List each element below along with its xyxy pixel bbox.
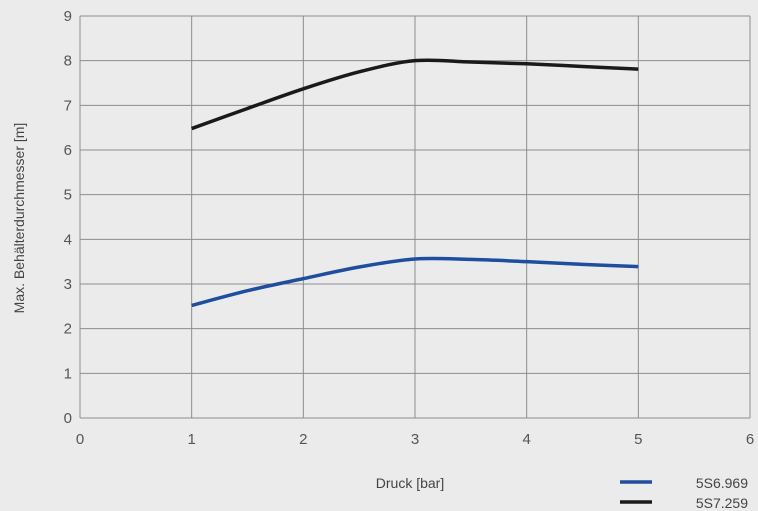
x-tick-label: 3 [411, 431, 419, 448]
y-tick-label: 7 [64, 97, 72, 114]
x-axis-label: Druck [bar] [376, 475, 444, 491]
legend: 5S6.969 5S7.259 [620, 475, 748, 511]
x-tick-label: 4 [522, 431, 530, 448]
x-tick-label: 6 [746, 431, 754, 448]
y-tick-label: 3 [64, 276, 72, 293]
y-tick-label: 8 [64, 53, 72, 70]
x-tick-label: 5 [634, 431, 642, 448]
legend-label-5s7259: 5S7.259 [696, 495, 748, 511]
series-line-0 [191, 256, 639, 308]
series-line-1 [191, 58, 639, 131]
y-tick-label: 5 [64, 187, 72, 204]
y-tick-label: 6 [64, 142, 72, 159]
grid-lines [79, 15, 751, 419]
y-tick-label: 0 [64, 410, 72, 427]
y-tick-label: 1 [64, 365, 72, 382]
y-tick-label: 4 [64, 231, 72, 248]
y-axis-label: Max. Behälterdurchmesser [m] [11, 123, 27, 314]
x-tick-label: 0 [76, 431, 84, 448]
legend-label-5s6969: 5S6.969 [696, 475, 748, 491]
series-lines [191, 58, 639, 308]
x-tick-label: 2 [299, 431, 307, 448]
tick-labels: 0 1 2 3 4 5 6 0 1 2 3 4 5 6 7 8 9 [64, 8, 755, 448]
x-tick-label: 1 [187, 431, 195, 448]
y-tick-label: 2 [64, 321, 72, 338]
y-tick-label: 9 [64, 8, 72, 25]
